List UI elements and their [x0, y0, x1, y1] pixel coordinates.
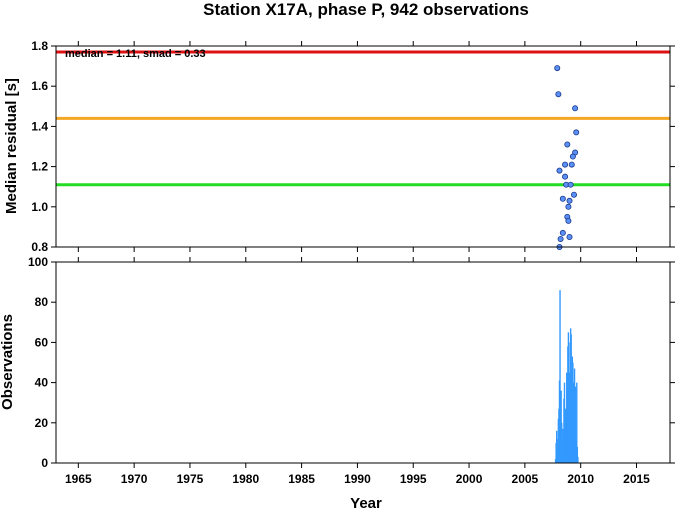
y-tick-label-0: 0	[41, 456, 48, 470]
residual-point-3	[573, 129, 580, 136]
y-tick-label-4: 80	[35, 295, 49, 309]
residual-plot-frame	[55, 45, 671, 248]
residual-point-1	[555, 91, 562, 98]
residual-point-7	[562, 161, 569, 168]
observation-bar-38	[576, 382, 578, 463]
y-tick-label-2: 1.2	[31, 160, 48, 174]
residual-point-14	[559, 195, 566, 202]
observations-x-axis: 1965 1970 1975 1980 1985 1990 1995 2000 2005 2010…	[65, 257, 650, 486]
residual-y-axis: 0.8 1.0 1.2 1.4 1.6 1.8	[31, 39, 675, 254]
y-tick-label-5: 100	[28, 255, 48, 269]
observations-y-axis-title: Observations	[0, 314, 16, 410]
residual-point-13	[570, 191, 577, 198]
y-tick-label-1: 1.0	[31, 200, 48, 214]
x-tick-label-3: 1980	[232, 472, 259, 486]
y-tick-label-3: 1.4	[31, 119, 48, 133]
x-tick-label-7: 2000	[456, 472, 483, 486]
y-tick-label-4: 1.6	[31, 79, 48, 93]
residual-point-4	[564, 141, 571, 148]
x-tick-label-2: 1975	[177, 472, 204, 486]
residual-point-19	[559, 229, 566, 236]
observation-bar-13	[562, 428, 564, 463]
observations-y-axis: 0 20 40 60 80 100	[28, 255, 675, 470]
chart-title: Station X17A, phase P, 942 observations	[203, 0, 529, 19]
observations-plot-frame	[55, 261, 671, 464]
residual-point-15	[566, 197, 573, 204]
residual-point-9	[556, 167, 563, 174]
observation-bar-40	[577, 456, 579, 463]
reference-lines	[56, 50, 670, 187]
y-tick-label-0: 0.8	[31, 240, 48, 254]
residual-panel: median = 1.11, smad = 0.33 0.8 1.0 1.2 1.4 1…	[3, 39, 675, 254]
y-tick-label-1: 20	[35, 416, 49, 430]
residual-point-2	[572, 105, 579, 112]
residual-point-16	[565, 203, 572, 210]
x-axis-title: Year	[350, 495, 382, 511]
residual-point-0	[554, 65, 561, 72]
x-tick-label-6: 1995	[400, 472, 427, 486]
residual-point-6	[569, 153, 576, 160]
y-tick-label-3: 60	[35, 335, 49, 349]
residual-point-12	[567, 181, 574, 188]
observation-bar-39	[576, 446, 579, 463]
observation-bar-2	[555, 430, 558, 463]
observation-bars	[554, 290, 579, 463]
observation-bar-36	[574, 386, 577, 463]
median-annotation: median = 1.11, smad = 0.33	[65, 48, 206, 60]
residual-point-21	[557, 235, 564, 242]
residual-points	[554, 65, 580, 250]
x-tick-label-9: 2010	[567, 472, 594, 486]
x-tick-label-1: 1970	[121, 472, 148, 486]
x-tick-label-4: 1985	[288, 472, 315, 486]
x-tick-label-10: 2015	[623, 472, 650, 486]
residual-point-10	[562, 173, 569, 180]
x-tick-label-0: 1965	[65, 472, 92, 486]
x-tick-label-5: 1990	[344, 472, 371, 486]
y-tick-label-2: 40	[35, 376, 49, 390]
residual-y-axis-title: Median residual [s]	[3, 78, 20, 214]
residual-point-18	[565, 217, 572, 224]
observation-bar-8	[559, 290, 561, 463]
residual-point-20	[566, 233, 573, 240]
y-tick-label-5: 1.8	[31, 39, 48, 53]
residual-x-ticks	[77, 41, 638, 252]
observations-panel: 1965 1970 1975 1980 1985 1990 1995 2000 2005 2010…	[0, 255, 675, 511]
residual-point-8	[568, 161, 575, 168]
x-tick-label-8: 2005	[512, 472, 539, 486]
